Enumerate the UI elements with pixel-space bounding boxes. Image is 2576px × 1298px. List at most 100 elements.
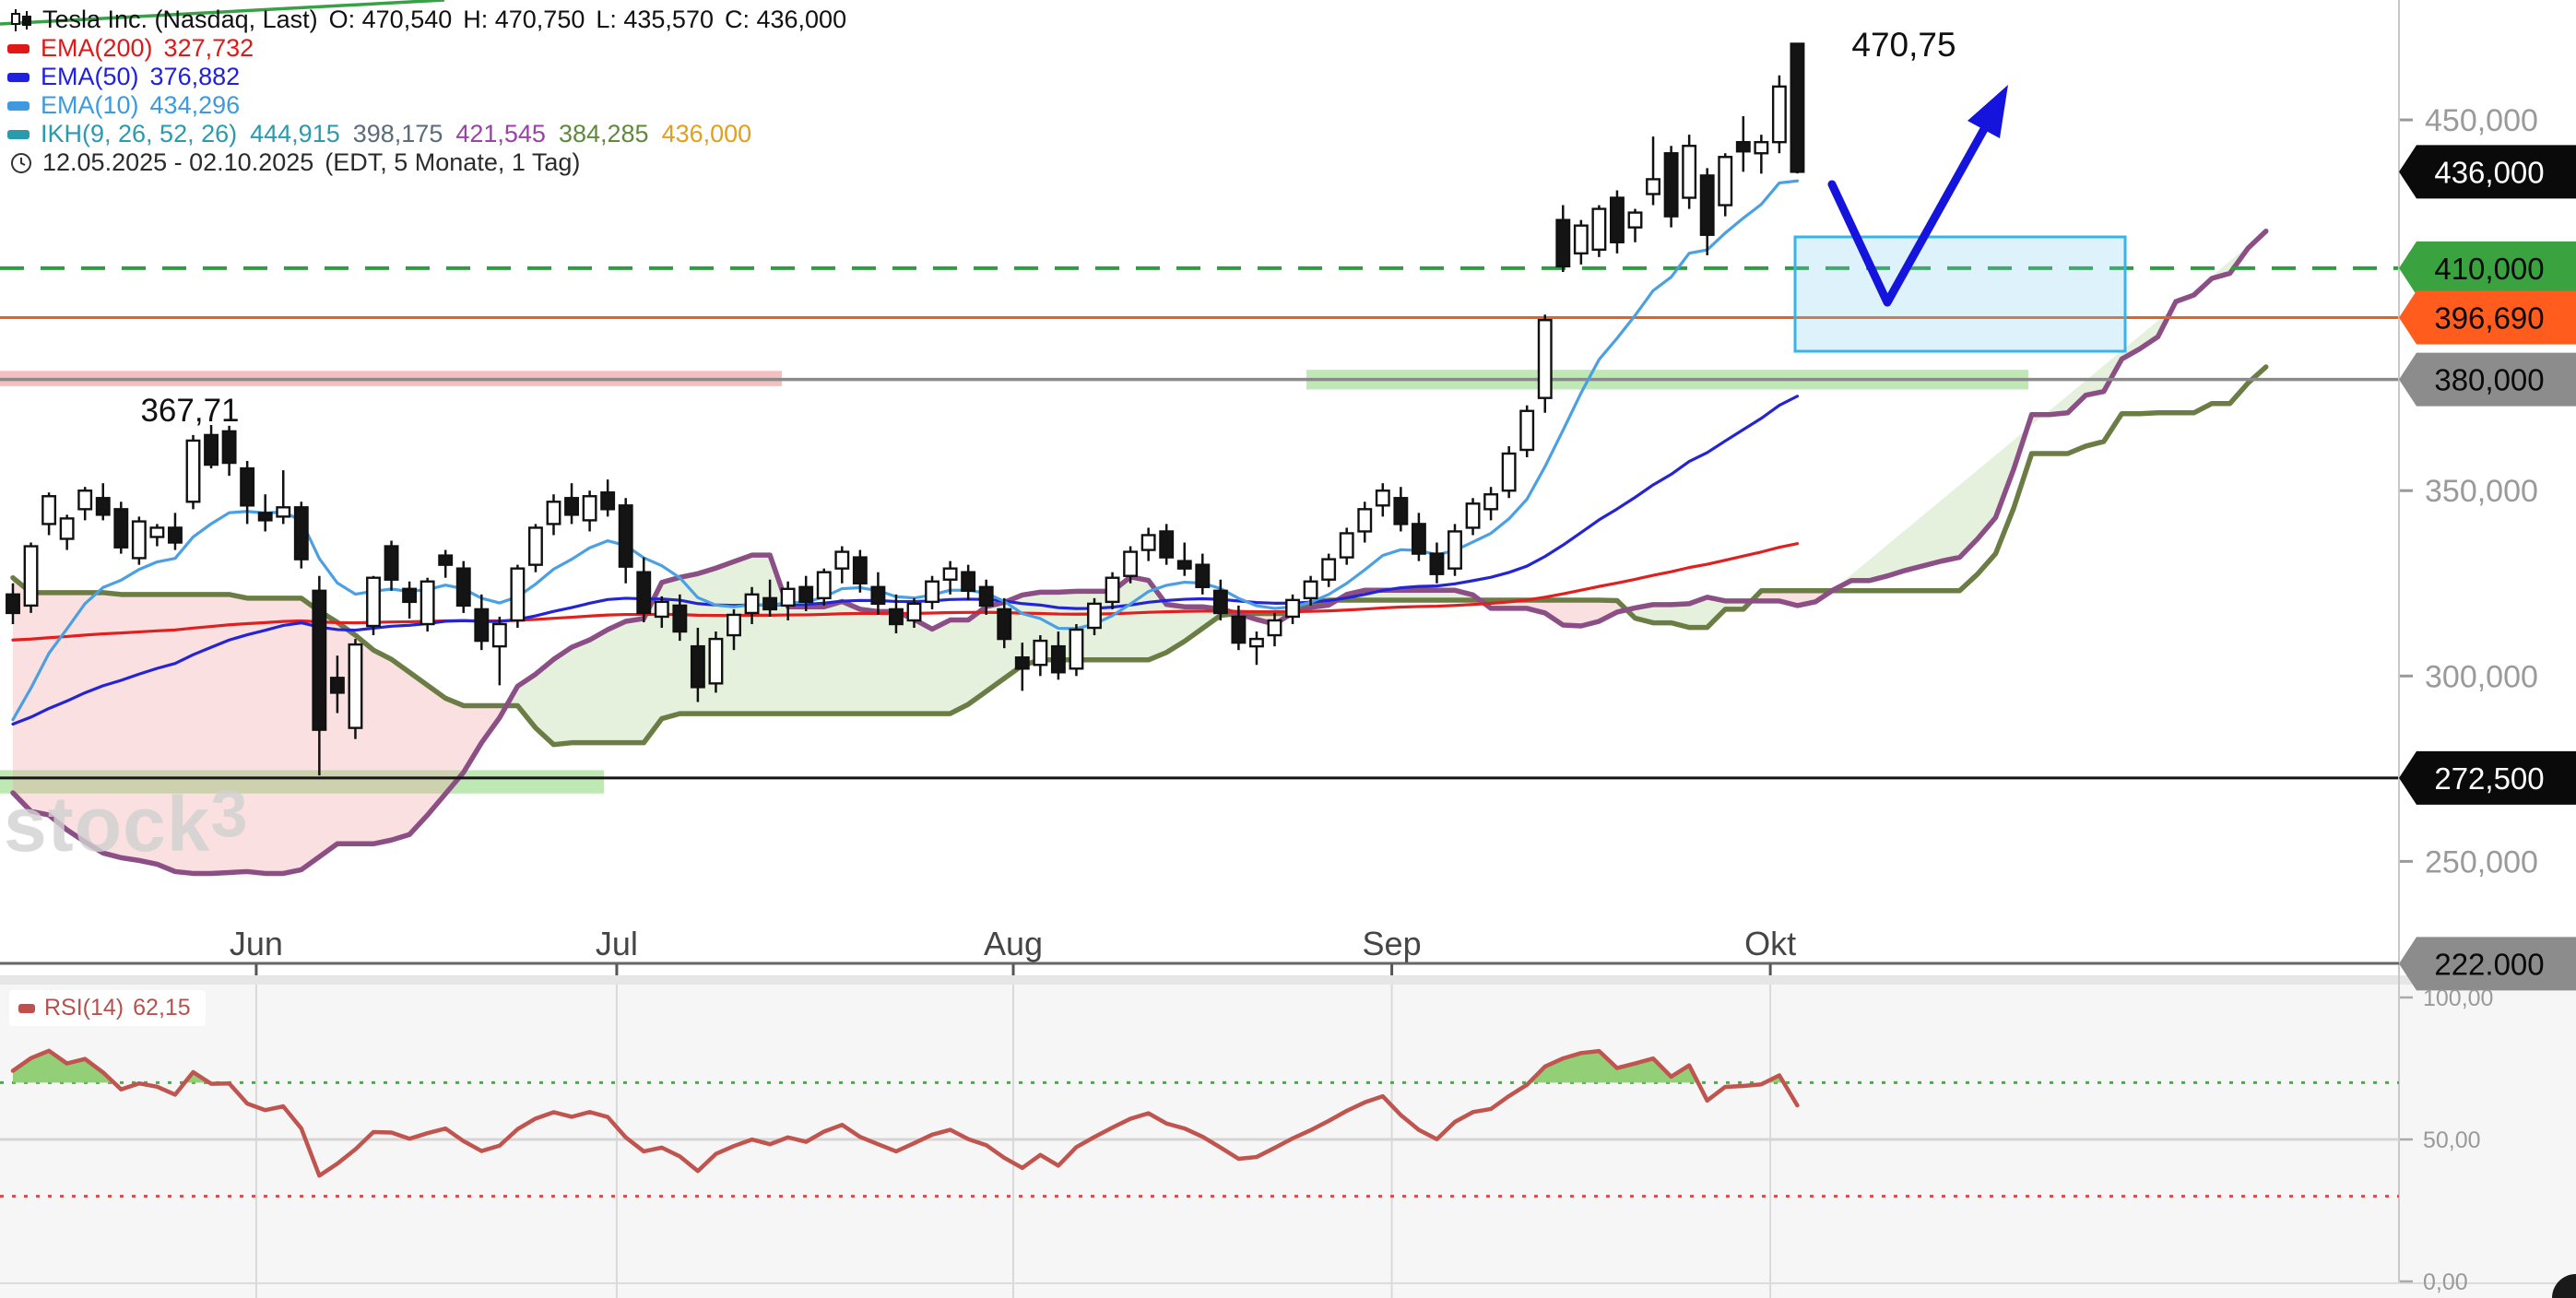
candle-bullish <box>1682 145 1697 199</box>
target-price-annotation[interactable]: 470,75 <box>1851 26 1956 64</box>
candle-bullish <box>59 517 75 540</box>
candle-bearish <box>95 497 111 516</box>
month-label: Aug <box>984 925 1043 962</box>
candle-bearish <box>1159 530 1175 559</box>
candle-bearish <box>1663 152 1679 218</box>
ohlc-high: H: 470,750 <box>463 6 585 33</box>
candle-bearish <box>1699 174 1715 236</box>
rsi-overbought-fill <box>13 1050 114 1083</box>
candle-bullish <box>654 600 669 619</box>
candle-bullish <box>1501 452 1517 492</box>
price-badge-label: 396,690 <box>2434 301 2544 335</box>
candle-bearish <box>997 608 1012 641</box>
candle-bullish <box>185 439 201 503</box>
candle-bullish <box>348 643 363 729</box>
price-badge <box>2399 290 2576 345</box>
candle-bullish <box>1646 178 1661 195</box>
forecast-arrow-head <box>1967 85 2008 138</box>
price-tick-label: 300,000 <box>2425 659 2538 694</box>
swing-high-annotation[interactable]: 367,71 <box>140 393 240 429</box>
candle-bullish <box>419 580 435 626</box>
price-zone <box>0 770 604 794</box>
candle-bullish <box>366 576 381 628</box>
rsi-line <box>10 1048 1800 1178</box>
candle-bearish <box>889 608 904 626</box>
candle-bullish <box>1771 85 1787 144</box>
trendline-annotation[interactable] <box>0 0 445 26</box>
rsi-color-chip <box>18 1003 35 1013</box>
ema10-label: EMA(10) <box>41 91 139 119</box>
rsi-tick-label: 0,00 <box>2423 1269 2468 1295</box>
ohlc-low: L: 435,570 <box>596 6 714 33</box>
candle-bullish <box>582 495 597 522</box>
candle-bullish <box>1087 602 1102 630</box>
candle-bearish <box>402 587 418 604</box>
month-label: Jun <box>230 925 283 962</box>
ema10-value: 434,296 <box>149 91 241 119</box>
ema-50-line <box>11 395 1800 726</box>
candle-bullish <box>510 567 526 622</box>
candle-bullish <box>1483 493 1499 511</box>
candle-bullish <box>41 495 57 525</box>
price-badge-label: 222.000 <box>2434 947 2544 981</box>
candle-bullish <box>1339 532 1354 559</box>
ema50-label: EMA(50) <box>41 63 139 90</box>
ichimoku-cloud <box>10 228 2269 877</box>
forecast-box[interactable] <box>1793 235 2127 353</box>
candle-bullish <box>1627 211 1643 229</box>
ema200-label: EMA(200) <box>41 34 153 62</box>
candle-bearish <box>1555 218 1571 268</box>
candle-bearish <box>1212 589 1228 615</box>
candle-bullish <box>1573 224 1589 255</box>
candle-bullish <box>1375 490 1390 507</box>
candle-bullish <box>727 613 741 637</box>
legend-ema10: EMA(10) 434,296 <box>7 91 846 120</box>
candle-bearish <box>1429 552 1445 575</box>
candle-bearish <box>1176 560 1192 570</box>
rsi-legend-chip: RSI(14) 62,15 <box>9 990 206 1026</box>
candle-bullish <box>131 520 147 560</box>
price-badge <box>2399 750 2576 805</box>
price-tick-label: 250,000 <box>2425 844 2538 879</box>
corner-logo-glyph <box>2552 1274 2576 1298</box>
drawn-annotations[interactable] <box>1793 85 2127 353</box>
ema50-color-chip <box>7 72 30 82</box>
price-axis: 450,000 350,000 300,000 250,000 436,000 410,0… <box>2398 0 2576 1283</box>
ikh-color-chip <box>7 129 30 139</box>
rsi-label: RSI(14) <box>44 995 124 1021</box>
candle-bearish <box>1609 196 1625 243</box>
price-badge <box>2399 145 2576 199</box>
time-axis: Jun Jul Aug Sep Okt <box>0 925 2399 1298</box>
candle-bearish <box>474 608 490 643</box>
rsi-panel: 100,00 50,00 0,00 <box>0 985 2576 1295</box>
candle-bullish <box>1033 639 1048 667</box>
chart-legend: Tesla Inc. (Nasdaq, Last) O: 470,540 H: … <box>7 6 846 177</box>
candle-bullish <box>780 587 796 608</box>
candle-bullish <box>1285 598 1301 619</box>
candle-bearish <box>1050 644 1066 674</box>
price-badge-label: 272,500 <box>2434 761 2544 796</box>
panel-separator <box>0 975 2576 985</box>
candle-bearish <box>762 596 778 611</box>
legend-ikh: IKH(9, 26, 52, 26) 444,915 398,175 421,5… <box>7 120 846 148</box>
candle-bearish <box>798 585 814 604</box>
price-tick-label: 450,000 <box>2425 103 2538 138</box>
candle-bullish <box>149 526 165 538</box>
month-label: Sep <box>1363 925 1422 962</box>
ema-lines <box>11 179 1800 726</box>
candle-bullish <box>1754 140 1769 155</box>
candle-bullish <box>1465 502 1481 529</box>
candle-bullish <box>1140 534 1156 551</box>
candle-bullish <box>1123 550 1139 577</box>
candle-bearish <box>204 433 219 466</box>
price-tick-label: 350,000 <box>2425 474 2538 509</box>
ema-200-line <box>11 542 1800 642</box>
candle-bearish <box>564 497 579 516</box>
forecast-arrow[interactable] <box>1827 124 1989 307</box>
ema50-value: 376,882 <box>149 63 241 90</box>
date-range-text: 12.05.2025 - 02.10.2025 <box>42 148 314 176</box>
month-label: Jul <box>596 925 638 962</box>
candle-bullish <box>1448 530 1462 570</box>
cloud-bullish-segment <box>1832 230 2266 591</box>
